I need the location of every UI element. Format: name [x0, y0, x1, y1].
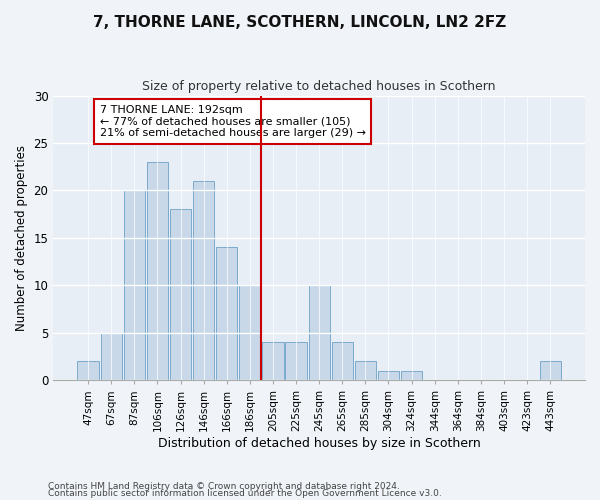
- Bar: [193, 181, 214, 380]
- Text: 7 THORNE LANE: 192sqm
← 77% of detached houses are smaller (105)
21% of semi-det: 7 THORNE LANE: 192sqm ← 77% of detached …: [100, 105, 365, 138]
- Bar: [147, 162, 168, 380]
- Text: Contains public sector information licensed under the Open Government Licence v3: Contains public sector information licen…: [48, 489, 442, 498]
- Title: Size of property relative to detached houses in Scothern: Size of property relative to detached ho…: [142, 80, 496, 93]
- Bar: [124, 190, 145, 380]
- Bar: [286, 342, 307, 380]
- Bar: [308, 286, 330, 380]
- Bar: [239, 286, 260, 380]
- Bar: [539, 362, 561, 380]
- Text: 7, THORNE LANE, SCOTHERN, LINCOLN, LN2 2FZ: 7, THORNE LANE, SCOTHERN, LINCOLN, LN2 2…: [94, 15, 506, 30]
- Y-axis label: Number of detached properties: Number of detached properties: [15, 145, 28, 331]
- Bar: [332, 342, 353, 380]
- Bar: [101, 333, 122, 380]
- Text: Contains HM Land Registry data © Crown copyright and database right 2024.: Contains HM Land Registry data © Crown c…: [48, 482, 400, 491]
- Bar: [77, 362, 99, 380]
- X-axis label: Distribution of detached houses by size in Scothern: Distribution of detached houses by size …: [158, 437, 481, 450]
- Bar: [401, 371, 422, 380]
- Bar: [355, 362, 376, 380]
- Bar: [262, 342, 284, 380]
- Bar: [378, 371, 399, 380]
- Bar: [170, 210, 191, 380]
- Bar: [216, 248, 238, 380]
